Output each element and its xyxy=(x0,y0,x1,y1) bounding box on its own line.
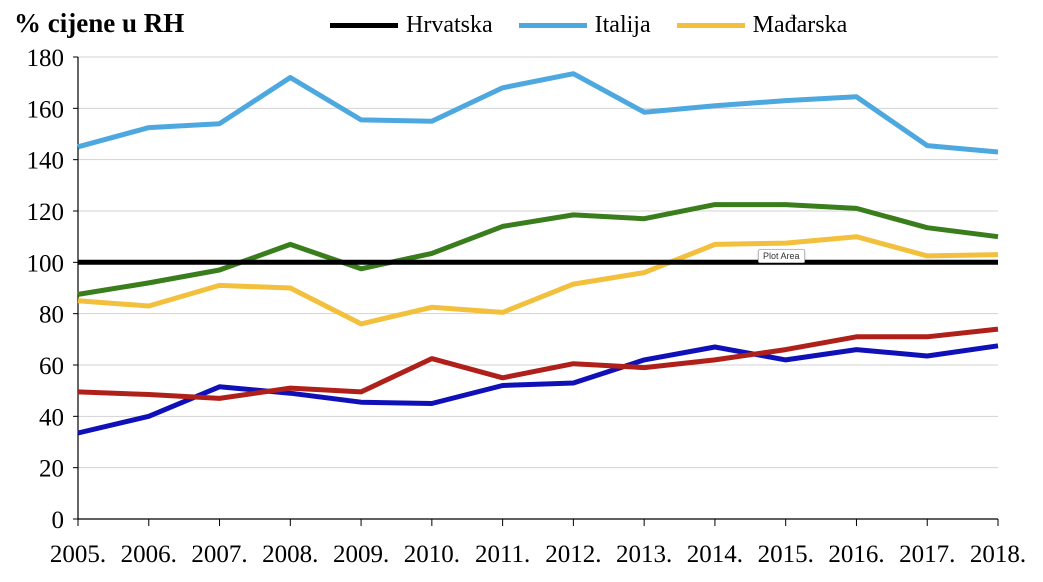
y-tick-label: 140 xyxy=(27,148,65,175)
legend-swatch xyxy=(676,22,745,28)
y-tick-labels: 0 20 40 60 80 100 120 140 160 180 xyxy=(27,45,65,534)
plot-area-tooltip: Plot Area xyxy=(758,249,805,263)
y-tick-label: 40 xyxy=(39,404,64,431)
legend-swatch xyxy=(518,22,587,28)
legend-item: Mađarska xyxy=(676,11,848,39)
x-tick-label: 2015. xyxy=(758,541,814,568)
x-tick-label: 2012. xyxy=(545,541,601,568)
x-tick-label: 2006. xyxy=(121,541,177,568)
y-tick-label: 160 xyxy=(27,96,65,123)
series-lines xyxy=(77,71,999,436)
legend-label: Mađarska xyxy=(752,11,848,38)
x-tick-label: 2007. xyxy=(191,541,247,568)
x-tick-label: 2014. xyxy=(687,541,743,568)
legend-item: Italija xyxy=(518,11,651,39)
axes xyxy=(73,56,999,526)
x-tick-label: 2017. xyxy=(899,541,955,568)
series-line-unnamed-5 xyxy=(77,326,999,401)
y-tick-label: 20 xyxy=(39,456,64,483)
x-tick-labels: 2005. 2006. 2007. 2008. 2009. 2010. 2011. 2012.… xyxy=(50,541,1026,568)
x-tick-label: 2016. xyxy=(828,541,884,568)
x-tick-label: 2009. xyxy=(333,541,389,568)
x-tick-label: 2018. xyxy=(970,541,1026,568)
y-tick-label: 0 xyxy=(52,507,65,534)
series-line-unnamed-3 xyxy=(77,202,999,297)
y-tick-label: 120 xyxy=(27,199,65,226)
legend-label: Italija xyxy=(594,11,651,38)
y-tick-label: 100 xyxy=(27,250,65,277)
legend-item: Hrvatska xyxy=(330,12,493,39)
legend-swatch xyxy=(330,22,398,28)
x-tick-label: 2008. xyxy=(262,541,318,568)
y-axis-title: % cijene u RH xyxy=(14,8,185,38)
chart-legend: Hrvatska Italija Mađarska xyxy=(330,10,873,40)
series-line-unnamed-4 xyxy=(77,343,999,436)
x-tick-label: 2005. xyxy=(50,541,106,568)
series-line-mađarska xyxy=(77,234,999,327)
y-tick-label: 180 xyxy=(27,45,65,72)
series-line-italija xyxy=(77,71,999,155)
x-tick-label: 2011. xyxy=(475,541,530,568)
x-tick-label: 2010. xyxy=(404,541,460,568)
x-tick-label: 2013. xyxy=(616,541,672,568)
y-tick-label: 60 xyxy=(39,353,64,380)
y-tick-label: 80 xyxy=(39,302,64,329)
legend-label: Hrvatska xyxy=(406,11,493,38)
